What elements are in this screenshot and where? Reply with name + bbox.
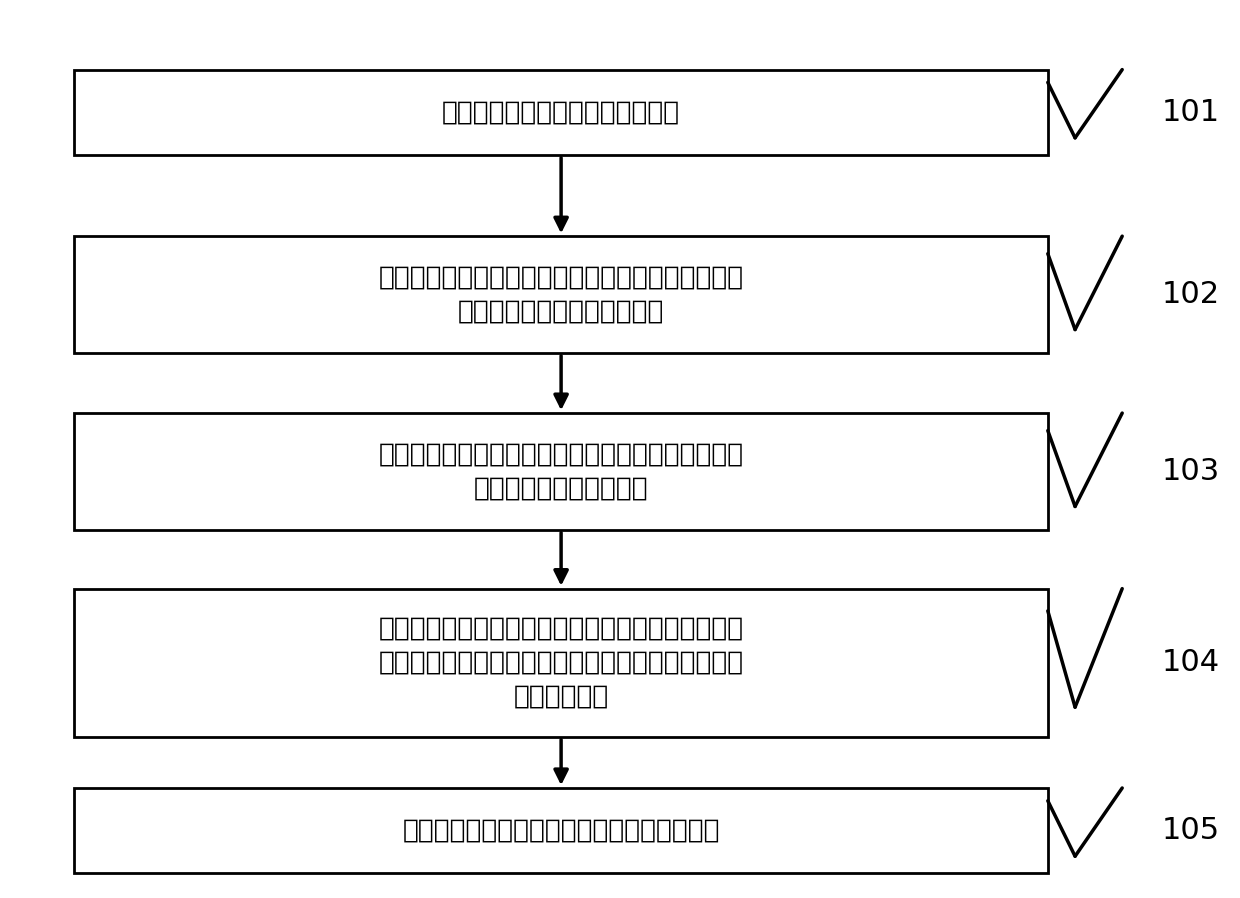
- FancyBboxPatch shape: [74, 788, 1048, 873]
- Text: 管理规则集进行匹配分析: 管理规则集进行匹配分析: [474, 476, 649, 501]
- FancyBboxPatch shape: [74, 589, 1048, 736]
- Text: 获取粮仓管理所需的情境属性信息: 获取粮仓管理所需的情境属性信息: [441, 100, 681, 125]
- Text: 104: 104: [1162, 648, 1219, 677]
- Text: 定该粮仓对应的粮仓情境模型: 定该粮仓对应的粮仓情境模型: [458, 299, 665, 324]
- Text: 102: 102: [1162, 280, 1219, 309]
- Text: 将情境属性信息与预设的规则库中该粮仓情境模型的: 将情境属性信息与预设的规则库中该粮仓情境模型的: [378, 442, 744, 467]
- FancyBboxPatch shape: [74, 70, 1048, 154]
- Text: 下的管理策略: 下的管理策略: [513, 684, 609, 709]
- Text: 101: 101: [1162, 98, 1219, 127]
- Text: 根据情境属性信息在预设的粮仓情境模型库中选择确: 根据情境属性信息在预设的粮仓情境模型库中选择确: [378, 265, 744, 290]
- Text: 105: 105: [1162, 816, 1219, 845]
- FancyBboxPatch shape: [74, 413, 1048, 530]
- FancyBboxPatch shape: [74, 236, 1048, 353]
- Text: 103: 103: [1162, 457, 1219, 486]
- Text: 根据该情境属性信息与该管理规则集进行匹配分析的: 根据该情境属性信息与该管理规则集进行匹配分析的: [378, 616, 744, 641]
- Text: 结果确定粮仓的当前场景类型并获得粮仓在当前场景: 结果确定粮仓的当前场景类型并获得粮仓在当前场景: [378, 650, 744, 675]
- Text: 根据管理策略对粮仓的管理操作进行自动控制: 根据管理策略对粮仓的管理操作进行自动控制: [402, 818, 720, 843]
